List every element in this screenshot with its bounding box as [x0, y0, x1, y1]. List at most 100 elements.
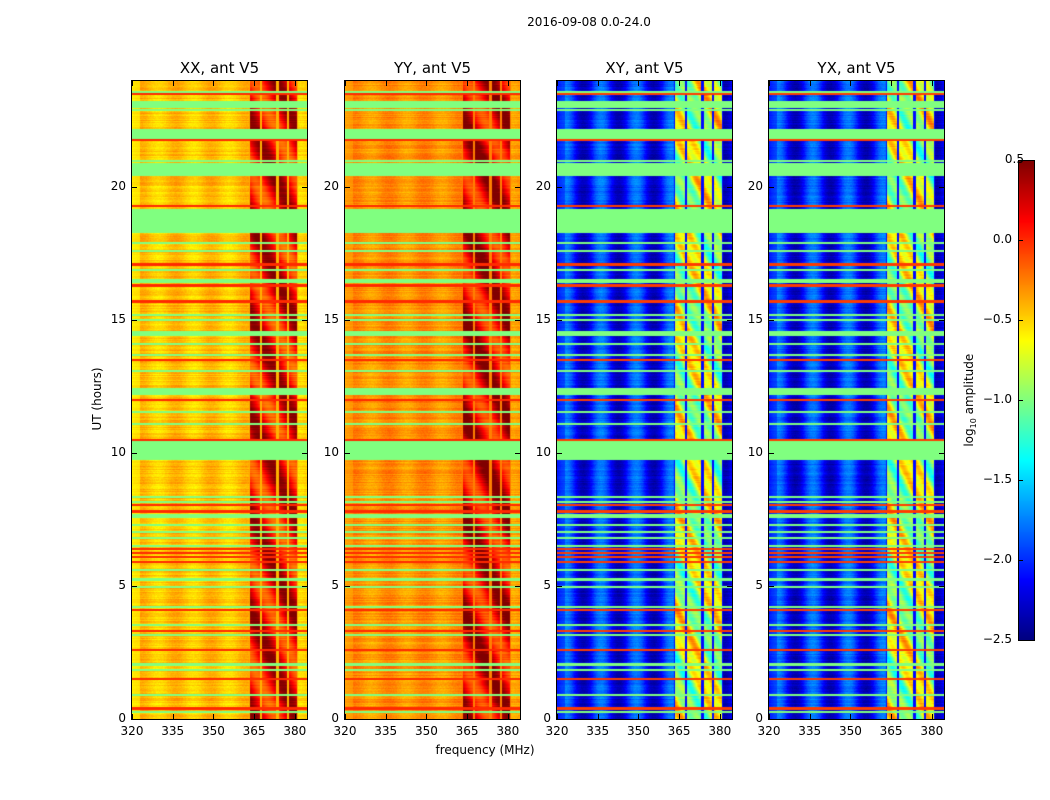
- x-tick-label: 335: [374, 724, 398, 738]
- x-tick-mark: [638, 714, 640, 719]
- y-tick-mark: [727, 187, 732, 189]
- x-tick-mark: [294, 81, 296, 86]
- y-tick-mark: [515, 187, 520, 189]
- y-tick-mark: [302, 320, 307, 322]
- x-tick-label: 380: [708, 724, 732, 738]
- x-tick-mark: [467, 81, 469, 86]
- y-tick-label: 15: [110, 312, 126, 327]
- y-tick-mark: [769, 586, 774, 588]
- x-tick-mark: [850, 714, 852, 719]
- y-tick-mark: [769, 320, 774, 322]
- heatmap-image: [345, 81, 520, 719]
- x-tick-label: 335: [798, 724, 822, 738]
- x-tick-label: 350: [838, 724, 862, 738]
- y-tick-label: 0: [331, 711, 339, 725]
- x-tick-mark: [426, 714, 428, 719]
- colorbar-label-sub: 10: [969, 418, 979, 429]
- y-tick-label: 20: [747, 179, 763, 194]
- x-axis-label: frequency (MHz): [435, 743, 535, 757]
- y-tick-label: 20: [535, 179, 551, 194]
- panel-title: YY, ant V5: [393, 59, 471, 77]
- y-tick-mark: [769, 453, 774, 455]
- x-tick-mark: [557, 714, 558, 719]
- y-tick-mark: [515, 320, 520, 322]
- x-tick-mark: [132, 81, 133, 86]
- y-tick-mark: [769, 187, 774, 189]
- y-tick-mark: [345, 719, 350, 720]
- x-tick-label: 335: [161, 724, 185, 738]
- panel-title: XY, ant V5: [605, 59, 684, 77]
- y-tick-label: 10: [535, 445, 551, 460]
- y-tick-mark: [557, 187, 562, 189]
- figure-title: 2016-09-08 0.0-24.0: [527, 15, 651, 29]
- y-tick-label: 5: [331, 578, 339, 593]
- heatmap-image: [769, 81, 944, 719]
- colorbar-tick-label: 0.0: [992, 232, 1012, 246]
- x-tick-label: 320: [545, 724, 569, 738]
- colorbar-tick-label: −2.5: [982, 632, 1012, 646]
- colorbar-tick-mark: [1019, 480, 1023, 481]
- y-tick-mark: [515, 586, 520, 588]
- x-tick-label: 320: [757, 724, 781, 738]
- heatmap-panel: [556, 80, 733, 720]
- y-tick-label: 15: [535, 312, 551, 327]
- y-tick-mark: [939, 453, 944, 455]
- colorbar-tick-label: −2.0: [982, 552, 1012, 566]
- y-tick-label: 15: [747, 312, 763, 327]
- x-tick-mark: [850, 81, 852, 86]
- x-tick-label: 350: [201, 724, 225, 738]
- x-tick-mark: [172, 81, 174, 86]
- x-tick-mark: [719, 81, 721, 86]
- x-tick-label: 365: [455, 724, 479, 738]
- x-tick-mark: [507, 81, 509, 86]
- x-tick-label: 350: [626, 724, 650, 738]
- y-tick-mark: [939, 719, 944, 720]
- panel-title: XX, ant V5: [179, 59, 260, 77]
- y-tick-mark: [345, 453, 350, 455]
- colorbar-gradient: [1019, 161, 1034, 640]
- x-tick-mark: [213, 81, 215, 86]
- y-tick-mark: [515, 719, 520, 720]
- x-tick-mark: [891, 714, 893, 719]
- x-tick-label: 380: [283, 724, 307, 738]
- x-tick-mark: [557, 81, 558, 86]
- x-tick-mark: [345, 714, 346, 719]
- y-tick-label: 0: [118, 711, 126, 725]
- y-tick-label: 0: [755, 711, 763, 725]
- y-tick-mark: [132, 453, 137, 455]
- x-tick-mark: [719, 714, 721, 719]
- colorbar-tick-mark: [1019, 640, 1023, 641]
- colorbar-tick-label: −0.5: [982, 312, 1012, 326]
- colorbar-label-main: log: [961, 428, 976, 447]
- y-tick-mark: [727, 719, 732, 720]
- x-tick-mark: [467, 714, 469, 719]
- x-tick-mark: [213, 714, 215, 719]
- colorbar-tick-label: −1.0: [982, 392, 1012, 406]
- x-tick-mark: [254, 714, 256, 719]
- x-tick-mark: [254, 81, 256, 86]
- x-tick-label: 380: [496, 724, 520, 738]
- x-tick-mark: [809, 81, 811, 86]
- x-tick-mark: [769, 81, 770, 86]
- y-tick-label: 20: [323, 179, 339, 194]
- colorbar-tick-mark: [1019, 400, 1023, 401]
- x-tick-mark: [597, 81, 599, 86]
- y-tick-mark: [939, 586, 944, 588]
- y-tick-mark: [132, 187, 137, 189]
- x-tick-mark: [931, 714, 933, 719]
- y-tick-mark: [302, 586, 307, 588]
- x-tick-label: 365: [242, 724, 266, 738]
- x-tick-mark: [679, 714, 681, 719]
- x-tick-mark: [638, 81, 640, 86]
- heatmap-image: [557, 81, 732, 719]
- y-tick-mark: [132, 719, 137, 720]
- x-tick-mark: [679, 81, 681, 86]
- y-tick-label: 20: [110, 179, 126, 194]
- y-tick-mark: [345, 586, 350, 588]
- y-tick-label: 15: [323, 312, 339, 327]
- y-tick-mark: [345, 187, 350, 189]
- colorbar-label-rest: amplitude: [961, 353, 976, 419]
- y-tick-mark: [939, 187, 944, 189]
- colorbar-tick-mark: [1019, 320, 1023, 321]
